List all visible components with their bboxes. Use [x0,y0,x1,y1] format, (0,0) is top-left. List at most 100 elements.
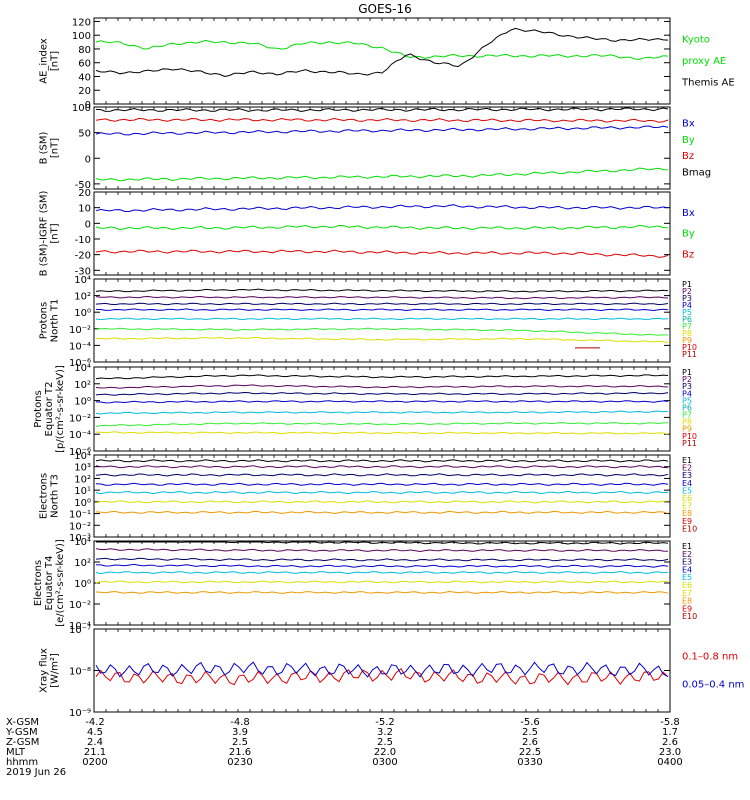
legend-entry: P10 [682,432,697,441]
series-line-E4 [95,482,669,486]
y-axis-label: B (SM) [39,131,50,164]
y-tick-label: 10⁻² [69,521,91,532]
ephemeris-value: -4.8 [230,717,250,728]
y-tick-label: 10⁻⁸ [69,667,91,678]
series-line-E2 [95,548,669,553]
ephemeris-value: 2.6 [522,737,538,748]
legend-entry: Bx [682,118,695,129]
y-axis-label: Equator T2 [44,382,55,437]
ephemeris-value: 4.5 [87,727,103,738]
y-axis-label: [p/(cm²-s-sr-keV)] [55,365,66,453]
legend-entry: P6 [682,315,692,324]
y-tick-label: 0 [85,219,91,230]
y-tick-label: 10² [74,474,91,485]
y-tick-label: 10⁴ [74,363,91,374]
legend-entry: E1 [682,456,692,465]
y-tick-label: 10⁰ [74,498,91,509]
y-tick-label: 10¹ [74,486,91,497]
y-tick-label: 10⁻² [69,413,91,424]
y-tick-label: 10³ [74,463,91,474]
legend-entry: E8 [682,509,692,518]
y-tick-label: 10⁰ [74,308,91,319]
legend-entry: E10 [682,524,697,533]
series-line-Bx [95,125,669,136]
series-line-P1 [95,288,669,293]
legend-entry: 0.05–0.4 nm [682,679,744,690]
y-tick-label: 10⁻⁴ [69,430,91,441]
panel-1: 0 20 40 60 80 100 120 AE_index [nT] Kyoto proxy AE… [39,17,735,111]
y-tick-label: 100 [72,31,91,42]
legend-entry: P1 [682,280,692,289]
legend-entry: P5 [682,396,692,405]
series-line-E8 [95,510,669,515]
series-line-P3 [95,302,669,306]
series-line-Bx [95,204,669,213]
y-tick-label: 10⁻³ [69,533,91,544]
series-line-Kyoto-proxy-AE [95,39,669,61]
legend-entry: P7 [682,322,692,331]
legend-entry: E3 [682,558,692,567]
legend-entry: E2 [682,464,692,473]
ephemeris-value: 23.0 [659,747,681,758]
legend-entry: E2 [682,550,692,559]
panel-3: -30 -20 -10 0 10 20 B (SM)-IGRF (SM) [nT] Bx By Bz [39,188,695,277]
y-tick-label: 10² [74,292,91,303]
panel-8: 10⁻⁹ 10⁻⁸ 10⁻⁷ Xray flux [W/m²] 0.1–0.8 nm 0.0… [39,625,745,719]
legend-entry: Kyoto [682,35,710,46]
y-tick-label: 40 [78,72,91,83]
series-line-Bz [95,117,669,123]
y-axis-label: [nT] [50,138,61,158]
y-axis-label: North T1 [50,299,61,343]
y-tick-label: 10⁻⁷ [69,625,91,636]
series-line-P8 [95,431,669,435]
series-line-E8 [95,590,669,595]
series-line-Bmag [95,107,669,113]
legend-entry: E3 [682,471,692,480]
y-axis-label: B (SM)-IGRF (SM) [39,191,50,277]
y-tick-label: 100 [72,103,91,114]
series-line-E3 [95,557,669,562]
ephemeris-value: 2.5 [232,737,248,748]
series-line-By [95,167,669,182]
series-line-E5 [95,490,669,495]
y-tick-label: -10 [75,235,91,246]
legend-entry: Bz [682,151,694,162]
legend-entry: P2 [682,375,692,384]
ephemeris-value: 22.5 [519,747,541,758]
y-axis-label: [e/(cm²-s-sr-keV)] [55,539,66,627]
ephemeris-value: 21.6 [229,747,251,758]
series-line-P4 [95,308,669,312]
series-line-P4 [95,400,669,404]
legend-entry: P8 [682,418,692,427]
legend-entry: Bx [682,208,695,219]
series-line-E6 [95,580,669,584]
ephemeris-value: 2.5 [522,727,538,738]
legend-entry: E8 [682,597,692,606]
y-tick-label: 10 [78,204,91,215]
panel-7: 10⁻⁴ 10⁻² 10⁰ 10² 10⁴ Electrons Equator T4 [e/(… [33,537,697,632]
series-line-Themis-AE [95,27,669,78]
legend-entry: P5 [682,308,692,317]
y-tick-label: -30 [75,266,91,277]
legend-entry: P4 [682,301,692,310]
y-axis-label: North T3 [50,474,61,518]
legend-entry: Bmag [682,168,711,179]
ephemeris-value: -5.2 [375,717,395,728]
ephemeris-value: 1.7 [662,727,678,738]
series-line-E1 [95,459,669,463]
y-tick-label: 20 [78,86,91,97]
legend-entry: E1 [682,542,692,551]
legend-entry: E10 [682,612,697,621]
ephemeris-row-label: X-GSM [6,717,39,728]
legend-entry: 0.1–0.8 nm [682,652,738,663]
y-tick-label: 20 [78,188,91,199]
series-line-P5 [95,410,669,415]
ephemeris-value: -4.2 [85,717,105,728]
y-tick-label: -50 [75,180,91,191]
legend-entry: E4 [682,565,692,574]
ephemeris-value: 0330 [517,757,542,768]
y-axis-label: [nT] [50,223,61,243]
legend-entry: E5 [682,573,692,582]
